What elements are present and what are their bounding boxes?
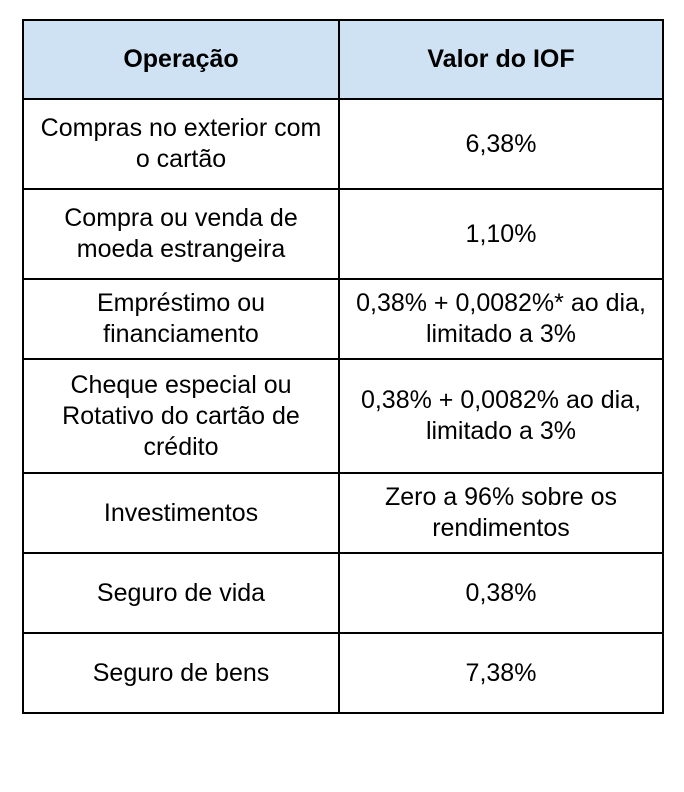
- header-iof-value: Valor do IOF: [338, 19, 664, 100]
- table-row: Seguro de vida 0,38%: [22, 552, 664, 634]
- operation-cell: Seguro de bens: [22, 632, 340, 714]
- header-row: Operação Valor do IOF: [22, 19, 664, 100]
- iof-value-cell: 7,38%: [338, 632, 664, 714]
- table-row: Seguro de bens 7,38%: [22, 632, 664, 714]
- operation-cell: Compras no exterior com o cartão: [22, 98, 340, 190]
- iof-value-cell: 0,38% + 0,0082%* ao dia, limitado a 3%: [338, 278, 664, 360]
- table-row: Cheque especial ou Rotativo do cartão de…: [22, 358, 664, 474]
- iof-value-cell: 0,38%: [338, 552, 664, 634]
- table-body: Compras no exterior com o cartão 6,38% C…: [22, 98, 664, 714]
- operation-cell: Empréstimo ou financiamento: [22, 278, 340, 360]
- iof-table: Operação Valor do IOF Compras no exterio…: [22, 19, 664, 714]
- header-operation: Operação: [22, 19, 340, 100]
- iof-value-cell: 1,10%: [338, 188, 664, 280]
- operation-cell: Investimentos: [22, 472, 340, 554]
- operation-cell: Cheque especial ou Rotativo do cartão de…: [22, 358, 340, 474]
- operation-cell: Compra ou venda de moeda estrangeira: [22, 188, 340, 280]
- iof-value-cell: 0,38% + 0,0082% ao dia, limitado a 3%: [338, 358, 664, 474]
- table-row: Compras no exterior com o cartão 6,38%: [22, 98, 664, 190]
- table-row: Investimentos Zero a 96% sobre os rendim…: [22, 472, 664, 554]
- table-row: Empréstimo ou financiamento 0,38% + 0,00…: [22, 278, 664, 360]
- operation-cell: Seguro de vida: [22, 552, 340, 634]
- table-row: Compra ou venda de moeda estrangeira 1,1…: [22, 188, 664, 280]
- iof-value-cell: Zero a 96% sobre os rendimentos: [338, 472, 664, 554]
- iof-value-cell: 6,38%: [338, 98, 664, 190]
- table-header: Operação Valor do IOF: [22, 19, 664, 100]
